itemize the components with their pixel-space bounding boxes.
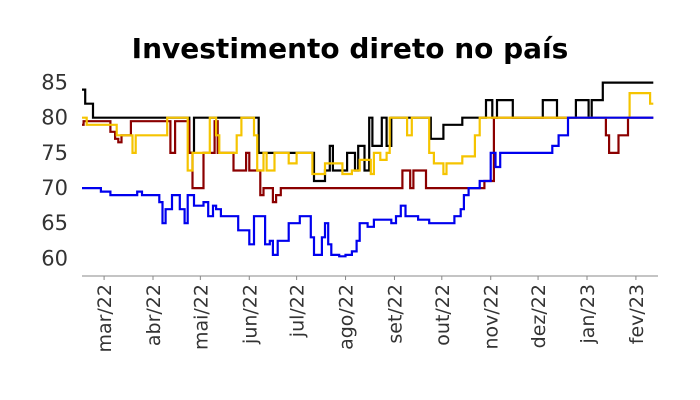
x-tick-label: fev/23 — [626, 284, 648, 344]
x-tick-label: set/22 — [384, 284, 406, 344]
y-tick-label: 65 — [41, 211, 68, 235]
y-tick-label: 80 — [41, 106, 68, 130]
series-line-4 — [82, 116, 654, 258]
x-tick-label: mar/22 — [94, 284, 116, 353]
x-tick-label: ago/22 — [336, 284, 358, 350]
x-tick-label: jul/22 — [287, 284, 309, 338]
x-tick-label: mai/22 — [190, 284, 212, 350]
y-tick-label: 85 — [41, 71, 68, 95]
x-tick-label: abr/22 — [143, 284, 165, 346]
series-lines — [82, 81, 654, 258]
x-tick-label: out/22 — [432, 284, 454, 346]
x-tick-label: jan/23 — [577, 284, 599, 345]
x-axis: mar/22 abr/22 mai/22 jun/22 jul/22 ago/22 set/… — [94, 276, 648, 353]
y-tick-label: 75 — [41, 141, 68, 165]
y-tick-label: 70 — [41, 176, 68, 200]
y-axis: 60 65 70 75 80 85 — [41, 71, 68, 271]
series-line-3 — [82, 92, 654, 176]
x-tick-label: jun/22 — [239, 284, 261, 345]
chart-title: Investimento direto no país — [132, 32, 569, 65]
y-tick-label: 60 — [41, 246, 68, 270]
x-tick-label: nov/22 — [481, 284, 503, 350]
x-tick-label: dez/22 — [528, 284, 550, 348]
